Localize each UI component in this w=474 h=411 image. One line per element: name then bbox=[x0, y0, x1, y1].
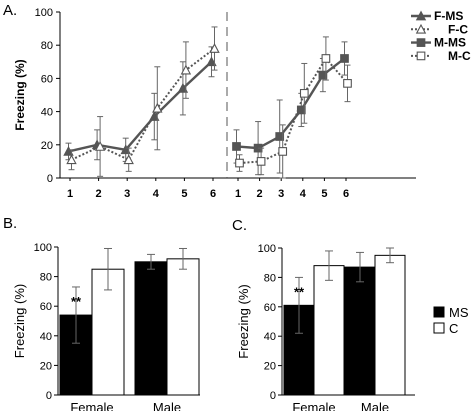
a-x-tick-label-female: 3 bbox=[124, 188, 130, 200]
c-legend-label: C bbox=[449, 321, 458, 336]
c-bar-ms bbox=[344, 266, 376, 396]
a-data-point bbox=[321, 54, 331, 63]
c-legend-label: MS bbox=[449, 305, 469, 320]
b-y-tick-label: 60 bbox=[40, 301, 52, 313]
a-data-point bbox=[180, 64, 192, 75]
a-x-tick-label-female: 4 bbox=[153, 188, 160, 200]
panel-c-bar-chart: 0 20 40 60 80 100 Freezing (%) Female Male ** MSC bbox=[236, 243, 469, 411]
a-data-point bbox=[177, 82, 189, 93]
c-legend-swatch bbox=[433, 322, 445, 334]
a-series-line bbox=[68, 60, 213, 153]
a-legend-label: F-C bbox=[448, 22, 468, 36]
b-y-tick-label: 40 bbox=[40, 331, 52, 343]
b-x-category-label: Female bbox=[70, 400, 113, 411]
a-x-tick-label-male: 5 bbox=[321, 188, 327, 200]
c-y-tick-label: 20 bbox=[264, 361, 276, 373]
a-x-tick-label-male: 3 bbox=[278, 188, 284, 200]
a-legend-marker bbox=[415, 10, 427, 21]
b-y-tick-label: 0 bbox=[46, 390, 52, 402]
b-x-category-label: Male bbox=[153, 400, 181, 411]
a-data-point bbox=[120, 144, 131, 155]
a-x-tick-label-female: 6 bbox=[210, 188, 216, 200]
a-y-tick-label: 60 bbox=[41, 73, 53, 85]
panel-b-label: B. bbox=[3, 215, 17, 232]
a-data-point bbox=[232, 142, 241, 151]
c-y-tick-label: 40 bbox=[264, 331, 276, 343]
panel-b-bar-chart: 0 20 40 60 80 100 Freezing (%) Female Male ** bbox=[12, 242, 200, 411]
b-y-tick-label: 80 bbox=[40, 272, 52, 284]
a-data-point bbox=[299, 88, 309, 98]
a-legend-marker bbox=[416, 38, 426, 47]
a-legend-marker bbox=[415, 23, 427, 34]
c-y-tick-label: 100 bbox=[258, 243, 276, 255]
a-x-tick-label-female: 5 bbox=[181, 188, 187, 200]
c-y-axis-label: Freezing (%) bbox=[236, 284, 251, 358]
a-x-tick-label-male: 2 bbox=[257, 188, 263, 200]
a-data-point bbox=[256, 157, 266, 166]
a-x-tick-label-female: 2 bbox=[96, 188, 102, 200]
a-y-tick-label: 100 bbox=[35, 7, 53, 19]
a-series-line bbox=[71, 47, 216, 162]
a-data-point bbox=[278, 147, 288, 156]
a-x-tick-label-male: 6 bbox=[343, 188, 349, 200]
c-legend: MSC bbox=[433, 305, 469, 336]
a-y-axis-label: Freezing (%) bbox=[13, 59, 27, 130]
c-y-tick-label: 60 bbox=[264, 302, 276, 314]
a-data-point bbox=[275, 132, 285, 141]
a-series-line bbox=[236, 57, 346, 150]
panel-a-label: A. bbox=[3, 2, 17, 19]
a-x-tick-label-male: 4 bbox=[300, 188, 307, 200]
a-data-point bbox=[209, 43, 220, 53]
a-data-point bbox=[94, 140, 106, 151]
a-legend-label: F-MS bbox=[434, 9, 463, 23]
a-legend: F-MSF-CM-MSM-C bbox=[411, 9, 471, 63]
a-legend-marker bbox=[416, 51, 426, 61]
c-legend-swatch bbox=[433, 306, 445, 318]
a-x-tick-label-male: 1 bbox=[235, 188, 241, 200]
a-data-point bbox=[340, 54, 349, 63]
a-data-point bbox=[152, 102, 163, 113]
c-bar-c bbox=[313, 265, 345, 396]
c-bar-c bbox=[374, 254, 406, 396]
a-series-m-c bbox=[235, 36, 352, 179]
b-bar-c bbox=[166, 258, 200, 396]
b-y-axis-label: Freezing (%) bbox=[12, 284, 27, 358]
a-data-point bbox=[63, 145, 74, 156]
a-data-point bbox=[318, 70, 328, 80]
b-bar-ms bbox=[134, 261, 168, 396]
b-significance-annotation: ** bbox=[71, 294, 82, 309]
a-data-point bbox=[343, 79, 352, 88]
a-legend-label: M-C bbox=[448, 49, 471, 63]
c-significance-annotation: ** bbox=[294, 284, 305, 299]
a-series-m-ms bbox=[232, 41, 349, 176]
panel-a-line-chart: 0 20 40 60 80 100 Freezing (%) 1 2 3 4 5 6 1 2 3 4 5 6 F-MS… bbox=[13, 7, 471, 200]
a-y-tick-label: 80 bbox=[41, 40, 53, 52]
b-y-tick-label: 20 bbox=[40, 360, 52, 372]
c-x-category-label: Female bbox=[292, 400, 335, 411]
a-series-f-c bbox=[66, 26, 220, 177]
a-y-tick-label: 0 bbox=[47, 173, 53, 185]
a-data-point bbox=[206, 56, 217, 67]
panel-c-label: C. bbox=[232, 217, 247, 234]
a-y-tick-label: 20 bbox=[41, 140, 53, 152]
a-data-point bbox=[66, 154, 77, 165]
a-x-tick-label-female: 1 bbox=[67, 188, 73, 200]
b-y-tick-label: 100 bbox=[34, 242, 52, 254]
a-legend-label: M-MS bbox=[434, 36, 466, 50]
c-y-tick-label: 0 bbox=[270, 390, 276, 402]
c-x-category-label: Male bbox=[361, 400, 389, 411]
a-data-point bbox=[235, 158, 244, 168]
c-y-tick-label: 80 bbox=[264, 272, 276, 284]
a-series-f-ms bbox=[63, 46, 217, 162]
a-data-point bbox=[123, 154, 134, 165]
a-y-tick-label: 40 bbox=[41, 107, 53, 119]
